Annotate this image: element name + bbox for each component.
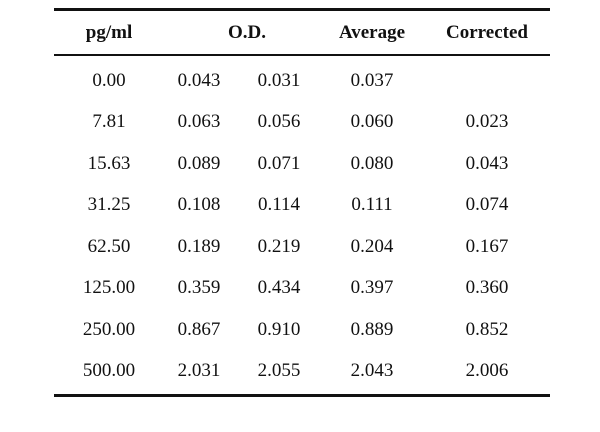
table-top-rule: [54, 8, 550, 11]
table-row: 62.50 0.189 0.219 0.204 0.167: [54, 226, 550, 268]
cell-pg-ml: 15.63: [87, 152, 131, 174]
cell-pg-ml: 125.00: [82, 277, 136, 299]
cell-average: 2.043: [350, 360, 394, 382]
cell-average: 0.397: [350, 277, 394, 299]
cell-od-2: 0.219: [257, 235, 301, 257]
cell-pg-ml: 250.00: [82, 318, 136, 340]
cell-od-2: 0.056: [257, 111, 301, 133]
table-row: 250.00 0.867 0.910 0.889 0.852: [54, 309, 550, 351]
cell-average: 0.204: [350, 235, 394, 257]
cell-od-1: 0.043: [177, 69, 221, 91]
table-row: 500.00 2.031 2.055 2.043 2.006: [54, 351, 550, 393]
cell-corrected: 0.167: [465, 235, 509, 257]
table-row: 15.63 0.089 0.071 0.080 0.043: [54, 143, 550, 185]
cell-od-1: 0.189: [177, 235, 221, 257]
header-pg-ml: pg/ml: [85, 21, 133, 43]
cell-average: 0.080: [350, 152, 394, 174]
cell-od-2: 0.910: [257, 318, 301, 340]
cell-average: 0.889: [350, 318, 394, 340]
table-row: 0.00 0.043 0.031 0.037: [54, 60, 550, 102]
cell-corrected: 0.043: [465, 152, 509, 174]
cell-od-2: 0.114: [257, 194, 301, 216]
cell-average: 0.111: [351, 194, 393, 216]
cell-pg-ml: 7.81: [92, 111, 126, 133]
cell-corrected: 0.023: [465, 111, 509, 133]
header-od: O.D.: [228, 21, 266, 43]
cell-od-1: 0.063: [177, 111, 221, 133]
table-header-row: pg/ml O.D. Average Corrected: [54, 11, 550, 54]
cell-average: 0.037: [350, 69, 394, 91]
table-row: 125.00 0.359 0.434 0.397 0.360: [54, 268, 550, 310]
cell-od-2: 0.071: [257, 152, 301, 174]
cell-od-1: 0.867: [177, 318, 221, 340]
table-row: 31.25 0.108 0.114 0.111 0.074: [54, 185, 550, 227]
cell-od-1: 0.089: [177, 152, 221, 174]
header-average: Average: [338, 21, 406, 43]
cell-average: 0.060: [350, 111, 394, 133]
cell-pg-ml: 0.00: [92, 69, 126, 91]
cell-corrected: 0.074: [465, 194, 509, 216]
cell-pg-ml: 500.00: [82, 360, 136, 382]
cell-corrected: 0.852: [465, 318, 509, 340]
cell-pg-ml: 31.25: [87, 194, 131, 216]
cell-corrected: 0.360: [465, 277, 509, 299]
cell-od-1: 0.359: [177, 277, 221, 299]
cell-od-2: 0.434: [257, 277, 301, 299]
cell-corrected: 2.006: [465, 360, 509, 382]
table-header-rule: [54, 54, 550, 56]
cell-od-1: 2.031: [177, 360, 221, 382]
table-body: 0.00 0.043 0.031 0.037 7.81 0.063 0.056 …: [54, 56, 550, 394]
cell-od-1: 0.108: [177, 194, 221, 216]
cell-od-2: 0.031: [257, 69, 301, 91]
standard-curve-table: pg/ml O.D. Average Corrected 0.00 0.043 …: [54, 8, 550, 397]
cell-od-2: 2.055: [257, 360, 301, 382]
table-row: 7.81 0.063 0.056 0.060 0.023: [54, 102, 550, 144]
header-corrected: Corrected: [446, 21, 528, 43]
cell-pg-ml: 62.50: [87, 235, 131, 257]
table-bottom-rule: [54, 394, 550, 397]
